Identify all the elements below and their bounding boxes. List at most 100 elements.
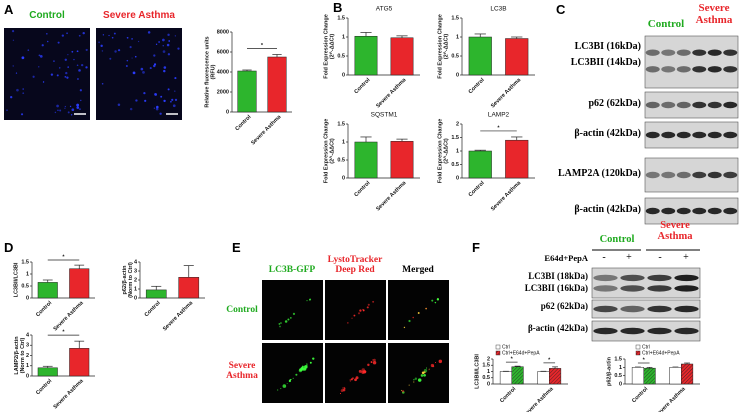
band-label: LC3BII (14kDa)	[570, 57, 641, 68]
nucleus-signal	[64, 58, 67, 61]
nucleus-signal	[78, 34, 81, 37]
cell-signal	[309, 361, 312, 364]
x-tick-label: Severe Asthma	[522, 386, 555, 412]
panel-letter: A	[4, 2, 14, 17]
y-tick-label: 1	[456, 148, 459, 154]
nucleus-signal	[11, 30, 15, 33]
bar	[237, 70, 257, 113]
cell-signal	[372, 300, 375, 303]
blot-band	[707, 171, 722, 179]
group-label: Severe Asthma	[657, 220, 693, 243]
y-tick-label: 1	[342, 34, 345, 40]
cell-signal	[373, 358, 376, 362]
blot-band	[645, 49, 660, 56]
bar	[669, 367, 682, 385]
blot-band	[676, 171, 691, 179]
nucleus-signal	[109, 57, 112, 60]
blot-band	[692, 101, 707, 109]
blot-band	[692, 131, 707, 139]
bar	[69, 268, 90, 299]
cell-signal	[339, 393, 342, 395]
blot-band	[723, 171, 738, 179]
cell-signal	[353, 314, 356, 317]
cell-signal	[355, 376, 359, 380]
row-label: Control	[226, 305, 258, 315]
nucleus-signal	[56, 104, 59, 108]
nucleus-signal	[159, 112, 162, 115]
y-tick-label: 1.5	[337, 15, 345, 21]
nucleus-signal	[113, 32, 116, 35]
nucleus-signal	[78, 69, 81, 72]
y-tick-label: 1.5	[451, 135, 459, 141]
nucleus-signal	[67, 66, 69, 68]
nucleus-signal	[153, 107, 156, 109]
cell-signal	[367, 363, 370, 367]
nucleus-signal	[149, 67, 152, 70]
significance-mark: *	[511, 357, 514, 363]
blot	[644, 157, 739, 193]
nucleus-signal	[22, 88, 24, 90]
bar	[468, 36, 492, 76]
y-tick-label: 0	[26, 295, 29, 301]
treatment-sign: -	[658, 252, 662, 263]
nucleus-signal	[167, 88, 170, 91]
treatment-sign: -	[602, 252, 606, 263]
group-label: Control	[647, 18, 685, 30]
blot-band	[661, 131, 676, 139]
band-label: p62 (62kDa)	[540, 301, 588, 311]
nucleus-signal	[64, 75, 67, 78]
blot-band	[707, 131, 722, 139]
nucleus-signal	[85, 48, 88, 52]
nucleus-signal	[42, 81, 45, 83]
nucleus-signal	[154, 93, 157, 96]
cell-signal	[413, 378, 415, 381]
cell-signal	[401, 390, 405, 393]
nucleus-signal	[101, 82, 104, 85]
blot-band	[661, 66, 676, 73]
blot-band	[661, 207, 676, 215]
y-tick-label: 2000	[217, 89, 229, 95]
nucleus-signal	[163, 69, 166, 73]
blot-band	[647, 274, 672, 282]
cell-signal	[358, 369, 362, 373]
blot-band	[674, 285, 699, 292]
y-axis-label: (Norm to Ctrl)	[128, 262, 134, 298]
nucleus-signal	[57, 109, 59, 111]
bar	[549, 368, 562, 385]
nucleus-signal	[77, 78, 79, 80]
y-tick-label: 1	[134, 286, 137, 292]
significance-mark: *	[261, 43, 264, 49]
nucleus-signal	[76, 50, 79, 53]
cell-signal	[431, 299, 434, 302]
blot-band	[676, 131, 691, 139]
nucleus-signal	[53, 60, 55, 63]
cell-signal	[370, 361, 373, 363]
y-tick-label: 6000	[217, 49, 229, 55]
cell-signal	[351, 317, 353, 319]
nucleus-signal	[85, 66, 88, 69]
cell-signal	[372, 360, 377, 365]
y-tick-label: 1	[342, 139, 345, 145]
nucleus-signal	[168, 40, 171, 42]
y-tick-label: 1.5	[451, 15, 459, 21]
y-tick-label: 0.5	[451, 53, 459, 59]
nucleus-signal	[153, 63, 157, 66]
cell-signal	[421, 371, 425, 375]
y-tick-label: 4000	[217, 69, 229, 75]
nucleus-signal	[102, 34, 105, 36]
nucleus-signal	[69, 105, 72, 108]
nucleus-signal	[80, 99, 82, 102]
y-tick-label: 0	[342, 72, 345, 78]
nucleus-signal	[76, 103, 80, 107]
nucleus-signal	[50, 73, 54, 76]
y-tick-label: 0.5	[337, 157, 345, 163]
confocal-image	[262, 280, 323, 340]
bar	[390, 37, 414, 76]
nucleus-signal	[174, 35, 177, 37]
nucleus-signal	[162, 45, 164, 47]
panel-letter: D	[4, 240, 14, 255]
nucleus-signal	[114, 50, 117, 53]
nucleus-signal	[135, 99, 138, 102]
blot-band	[620, 305, 645, 313]
